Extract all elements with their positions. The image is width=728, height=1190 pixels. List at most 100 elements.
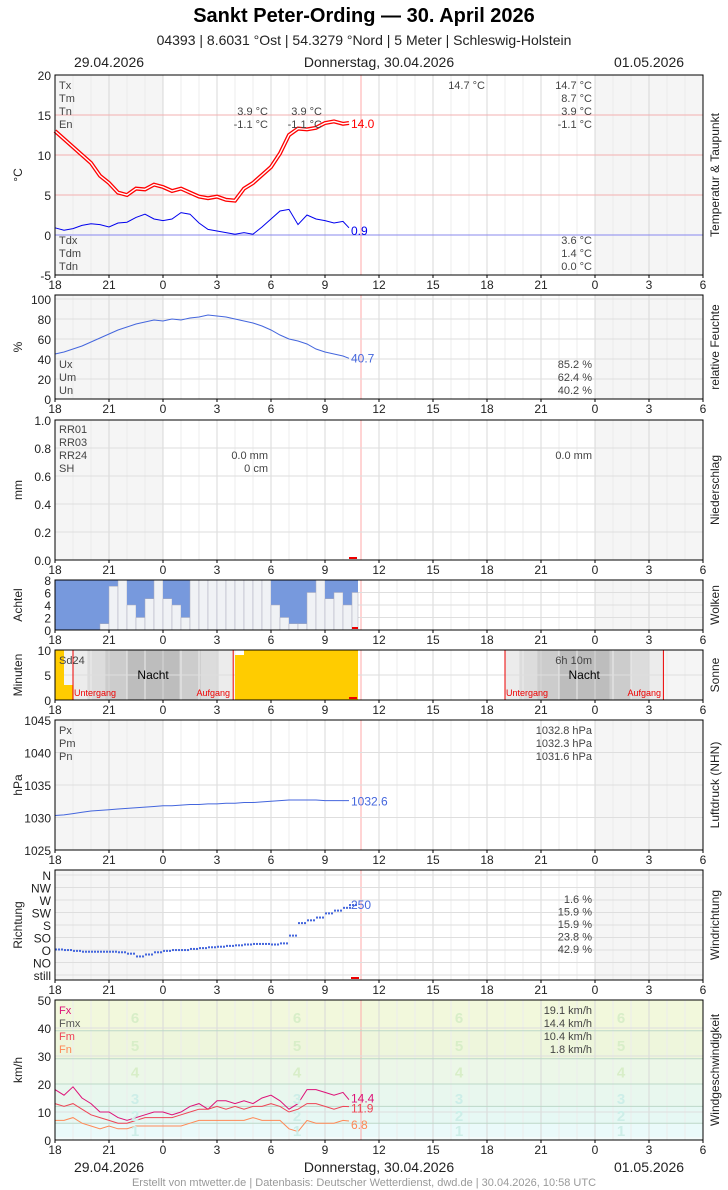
- precip-side-label: Niederschlag: [708, 455, 722, 525]
- hour-tick: 18: [480, 983, 494, 997]
- cloud-bar: [162, 598, 173, 631]
- hour-tick: 9: [322, 703, 329, 717]
- panel-border: [54, 294, 704, 400]
- wind-direction-point: [343, 906, 345, 909]
- station-info: 04393 | 8.6031 °Ost | 54.3279 °Nord | 5 …: [156, 32, 572, 48]
- y-tick: 0: [44, 694, 51, 708]
- stat-label: RR03: [59, 437, 87, 449]
- stat-value: 1.8 km/h: [550, 1044, 592, 1056]
- beaufort-label: 6: [617, 1010, 625, 1027]
- stat-label: Tm: [59, 93, 75, 105]
- y-tick: NW: [31, 882, 52, 896]
- sunshine-bar: [262, 650, 271, 700]
- hour-tick: 0: [160, 278, 167, 292]
- sunshine-bar: [244, 650, 253, 700]
- hour-tick: 0: [592, 853, 599, 867]
- y-tick: 20: [38, 373, 52, 387]
- stat-value: 1032.3 hPa: [536, 738, 593, 750]
- hour-tick: 12: [372, 633, 386, 647]
- y-tick: N: [42, 869, 51, 883]
- direction-frequency: 15.9 %: [558, 919, 592, 931]
- hour-tick: 15: [426, 402, 440, 416]
- stat-label: Tn: [59, 106, 72, 118]
- wind-direction-point: [118, 951, 120, 954]
- direction-frequency: 23.8 %: [558, 932, 592, 944]
- wind-direction-point: [354, 904, 357, 907]
- hour-tick: 18: [480, 1143, 494, 1157]
- beaufort-label: 5: [293, 1038, 301, 1055]
- wind-direction-point: [133, 952, 135, 955]
- hour-tick: 21: [534, 278, 548, 292]
- cloud-bar: [234, 579, 245, 631]
- wind-direction-point: [115, 950, 117, 953]
- wind-direction-point: [238, 944, 240, 947]
- hour-tick: 6: [700, 983, 707, 997]
- stat-value: 14.4 km/h: [544, 1018, 592, 1030]
- wind-direction-point: [100, 950, 102, 953]
- panel-border: [54, 649, 704, 701]
- wind-direction-point: [235, 944, 237, 947]
- wind-direction-point: [241, 944, 243, 947]
- wind-direction-point: [124, 951, 126, 954]
- clear-sky-bar: [73, 580, 82, 630]
- beaufort-label: 2: [293, 1108, 301, 1125]
- wind-direction-point: [244, 943, 246, 946]
- clear-sky-bar: [64, 580, 73, 630]
- wind-direction-point: [250, 943, 252, 946]
- wind-direction-point: [259, 942, 261, 945]
- hour-tick: 12: [372, 278, 386, 292]
- wind-direction-point: [295, 934, 297, 937]
- wind-fm-line: [54, 1103, 350, 1124]
- wind-direction-point: [172, 949, 174, 952]
- y-tick: 0: [44, 393, 51, 407]
- sunshine-bar: [307, 650, 316, 700]
- hour-tick: 18: [48, 633, 62, 647]
- hour-tick: 21: [102, 1143, 116, 1157]
- hour-tick: 0: [160, 633, 167, 647]
- wind-direction-point: [106, 950, 108, 953]
- hour-tick: 18: [48, 1143, 62, 1157]
- wind-direction-point: [199, 947, 201, 950]
- sun-panel: [54, 649, 704, 703]
- y-tick: 40: [38, 1022, 52, 1036]
- hour-tick: 18: [48, 983, 62, 997]
- stat-value: 14.7 °C: [448, 80, 485, 92]
- hour-tick: 6: [268, 853, 275, 867]
- stat-value: 3.9 °C: [237, 106, 268, 118]
- wind-direction-point: [169, 949, 171, 952]
- hour-tick: 12: [372, 703, 386, 717]
- wind-direction-point: [298, 922, 300, 925]
- hour-tick: 18: [480, 278, 494, 292]
- stat-value: 8.7 °C: [561, 93, 592, 105]
- wind-y-label: km/h: [11, 1057, 25, 1083]
- sunshine-bar: [343, 650, 352, 700]
- hour-tick: 9: [322, 983, 329, 997]
- beaufort-label: 3: [455, 1091, 463, 1108]
- y-tick: 0: [44, 624, 51, 638]
- wind-direction-point: [351, 904, 354, 907]
- wind-direction-point: [163, 949, 165, 952]
- hour-tick: 18: [480, 402, 494, 416]
- y-tick: W: [40, 894, 52, 908]
- hour-tick: 0: [592, 278, 599, 292]
- y-tick: 10: [38, 149, 52, 163]
- wind-direction-point: [292, 934, 294, 937]
- sun-side-label: Sonne: [708, 657, 722, 692]
- panel-border: [54, 579, 704, 631]
- wind-direction-point: [154, 951, 156, 954]
- hour-tick: 3: [646, 983, 653, 997]
- y-tick: 15: [38, 109, 52, 123]
- sunshine-bar: [325, 650, 334, 700]
- y-tick: NO: [33, 957, 51, 971]
- wind-direction-point: [91, 950, 93, 953]
- hour-tick: 0: [592, 1143, 599, 1157]
- hour-tick: 0: [160, 983, 167, 997]
- cloud-bar: [207, 579, 218, 631]
- wind-direction-point: [256, 942, 258, 945]
- hour-tick: 0: [160, 402, 167, 416]
- clear-sky-bar: [136, 580, 145, 630]
- no-data-marker: [349, 697, 357, 699]
- hour-tick: 6: [700, 853, 707, 867]
- y-tick: 8: [44, 574, 51, 588]
